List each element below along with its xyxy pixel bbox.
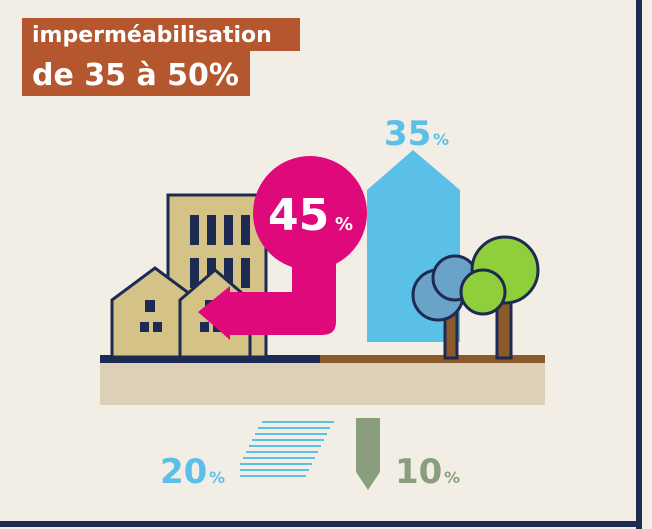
title-line2: de 35 à 50% (32, 58, 239, 93)
trees (411, 235, 540, 360)
deep-value: 10 (395, 452, 442, 492)
evapo-unit: % (433, 130, 449, 149)
deep-arrow (356, 418, 380, 490)
runoff-arrow (198, 240, 336, 340)
border-bottom (0, 521, 642, 527)
deep-unit: % (444, 468, 460, 487)
runoff-value: 45 (268, 190, 329, 241)
shallow-value: 20 (160, 452, 207, 492)
badge-bottom (22, 50, 250, 96)
evapo-value: 35 (384, 114, 431, 154)
border-right (636, 0, 642, 529)
ground (100, 355, 545, 405)
runoff-unit: % (335, 214, 353, 235)
soil (100, 362, 545, 405)
title-line1: imperméabilisation (32, 23, 272, 48)
paved-surface (100, 355, 320, 363)
badge-top (22, 18, 300, 51)
shallow-infiltration (240, 421, 334, 477)
canopy-2b (459, 268, 507, 316)
shallow-unit: % (209, 468, 225, 487)
runoff-bubble (253, 156, 367, 270)
natural-surface (320, 355, 545, 363)
runoff-shape: 45 % (198, 156, 367, 340)
title-badge: imperméabilisation de 35 à 50% (22, 18, 300, 96)
